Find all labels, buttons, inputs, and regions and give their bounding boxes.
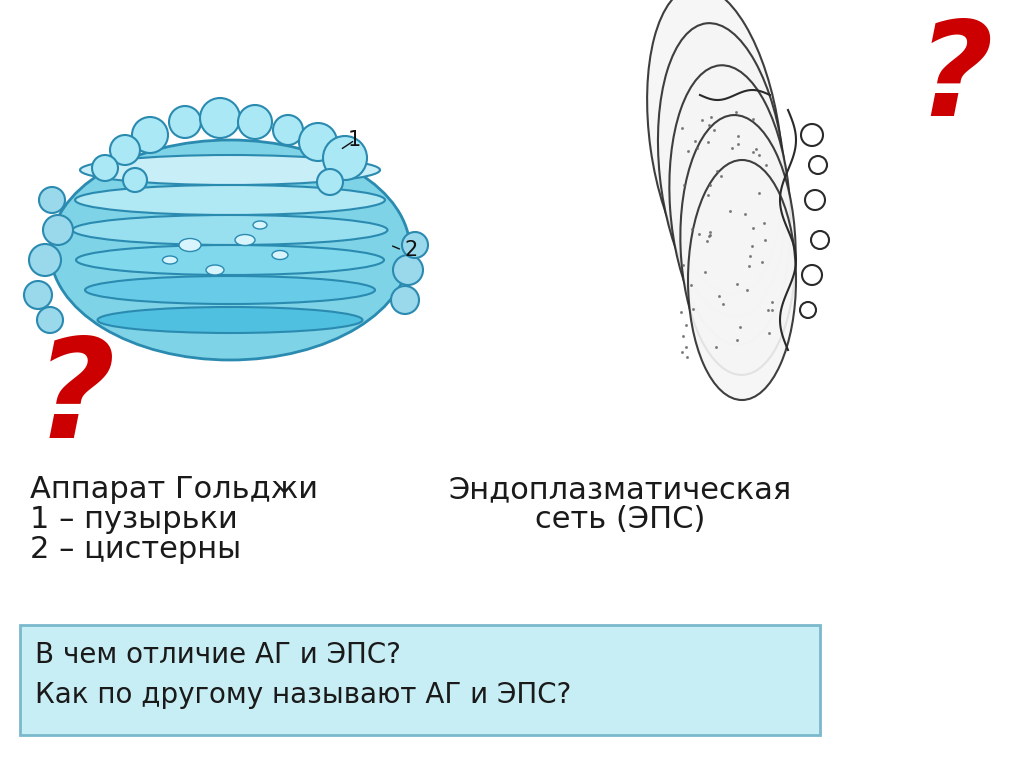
Ellipse shape [234,235,255,245]
Ellipse shape [179,239,201,252]
Text: Как по другому называют АГ и ЭПС?: Как по другому называют АГ и ЭПС? [35,681,571,709]
Circle shape [391,286,419,314]
Text: сеть (ЭПС): сеть (ЭПС) [535,505,706,535]
Circle shape [811,231,829,249]
Ellipse shape [75,185,385,215]
Text: ?: ? [916,17,993,143]
Circle shape [29,244,61,276]
Text: ?: ? [35,333,116,468]
Ellipse shape [50,140,410,360]
Circle shape [801,124,823,146]
Circle shape [402,232,428,258]
FancyBboxPatch shape [20,625,820,735]
Ellipse shape [73,215,387,245]
Text: Эндоплазматическая: Эндоплазматическая [449,476,792,505]
Circle shape [323,136,367,180]
Circle shape [43,215,73,245]
Ellipse shape [688,160,796,400]
Ellipse shape [647,0,783,294]
Circle shape [805,190,825,210]
Circle shape [800,302,816,318]
Circle shape [802,265,822,285]
Ellipse shape [272,251,288,259]
Circle shape [238,105,272,139]
Circle shape [169,106,201,138]
Ellipse shape [97,307,362,333]
Ellipse shape [76,245,384,275]
Circle shape [809,156,827,174]
Circle shape [37,307,63,333]
Circle shape [273,115,303,145]
Circle shape [24,281,52,309]
Circle shape [92,155,118,181]
Text: 2: 2 [406,240,418,260]
Ellipse shape [680,115,796,375]
Circle shape [39,187,65,213]
Circle shape [317,169,343,195]
Ellipse shape [206,265,224,275]
Text: Аппарат Гольджи: Аппарат Гольджи [30,476,318,505]
Ellipse shape [658,23,786,317]
Text: 1 – пузырьки: 1 – пузырьки [30,505,238,535]
Circle shape [393,255,423,285]
Text: В чем отличие АГ и ЭПС?: В чем отличие АГ и ЭПС? [35,641,401,669]
Circle shape [200,98,240,138]
Circle shape [123,168,147,192]
Circle shape [299,123,337,161]
Circle shape [132,117,168,153]
Ellipse shape [163,256,177,264]
Circle shape [110,135,140,165]
Text: 1: 1 [348,130,361,150]
Ellipse shape [670,65,791,344]
Ellipse shape [253,221,267,229]
Text: 2 – цистерны: 2 – цистерны [30,535,242,565]
Ellipse shape [80,155,380,185]
Ellipse shape [85,276,375,304]
